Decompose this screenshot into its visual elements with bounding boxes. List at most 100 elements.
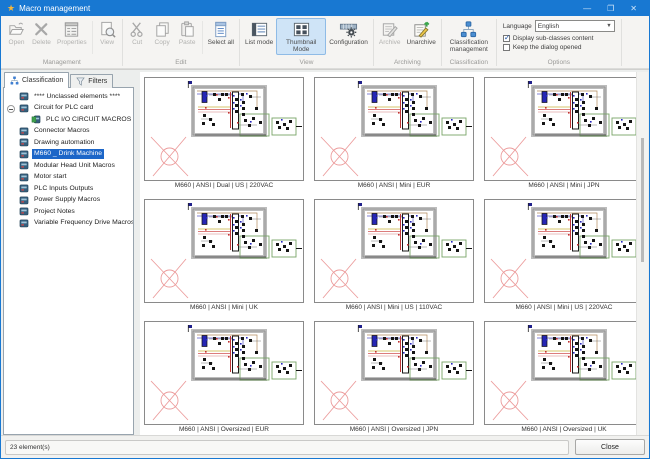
- macro-thumbnail[interactable]: M660 | ANSI | Dual | US | 220VAC: [144, 77, 304, 190]
- ribbon-button-thumbnail-mode[interactable]: Thumbnail Mode: [276, 18, 327, 55]
- tree-item-modular-head-unit-macros[interactable]: Modular Head Unit Macros: [4, 160, 133, 172]
- tree-item-project-notes[interactable]: Project Notes: [4, 206, 133, 218]
- minimize-button[interactable]: —: [583, 3, 592, 13]
- macro-thumbnail[interactable]: M660 | ANSI | Oversized | EUR: [144, 321, 304, 434]
- thumbnail-panel: M660 | ANSI | Dual | US | 220VAC: [140, 72, 648, 435]
- tree-item-drawing-automation[interactable]: Drawing automation: [4, 137, 133, 149]
- tree-item-plc-inputs-outputs[interactable]: PLC Inputs Outputs: [4, 183, 133, 195]
- ribbon-button-classification-management[interactable]: Classification management: [444, 18, 494, 55]
- macro-thumbnail[interactable]: M660 | ANSI | Mini | EUR: [314, 77, 474, 190]
- schematic-circuit: [187, 325, 302, 381]
- close-button[interactable]: Close: [575, 439, 645, 455]
- macro-thumbnail[interactable]: M660 | ANSI | Oversized | UK: [484, 321, 644, 434]
- tree-item-connector-macros[interactable]: Connector Macros: [4, 126, 133, 138]
- macro-thumbnail[interactable]: M660 | ANSI | Mini | US | 110VAC: [314, 199, 474, 312]
- ribbon-button-archive[interactable]: Archive: [376, 18, 404, 47]
- tree-item-label: Connector Macros: [34, 127, 90, 135]
- paste-icon: [178, 20, 197, 39]
- macro-thumbnail[interactable]: M660 | ANSI | Mini | US | 220VAC: [484, 199, 644, 312]
- tree-item-variable-frequency-drive-macros[interactable]: Variable Frequency Drive Macros: [4, 218, 133, 230]
- ribbon-button-label: Classification management: [449, 39, 488, 54]
- ribbon-button-select-all[interactable]: Select all: [205, 18, 237, 47]
- ribbon-button-properties[interactable]: Properties: [54, 18, 90, 47]
- schematic-circuit: [527, 81, 642, 137]
- tab-label: Filters: [88, 78, 108, 85]
- macro-schematic-drawing: [320, 81, 472, 177]
- macro-schematic-drawing: [150, 203, 302, 299]
- macro-thumbnail[interactable]: M660 | ANSI | Mini | JPN: [484, 77, 644, 190]
- main-area: Classification Filters **** Unclassed ele…: [1, 69, 649, 435]
- ribbon-group-label: Management: [42, 58, 81, 66]
- macro-schematic-drawing: [150, 325, 302, 421]
- macro-thumbnail[interactable]: M660 | ANSI | Oversized | JPN: [314, 321, 474, 434]
- macro-class-icon: [19, 196, 29, 205]
- ribbon-button-paste[interactable]: Paste: [175, 18, 200, 47]
- macro-class-icon: [19, 92, 29, 101]
- group-separator: [239, 19, 240, 66]
- checkbox-row-display-sub-classes-content[interactable]: Display sub-classes content: [502, 33, 615, 42]
- tree-item-unclassed-elements[interactable]: **** Unclassed elements ****: [4, 91, 133, 103]
- tree-item-circuit-for-plc-card[interactable]: Circuit for PLC card: [4, 103, 133, 115]
- ribbon-group-edit: Cut Copy Paste Select all Edit: [124, 17, 238, 68]
- ribbon-button-delete[interactable]: Delete: [29, 18, 54, 47]
- checkbox-checked[interactable]: [502, 33, 511, 42]
- title-bar: ★ Macro management — ❐ ✕: [1, 1, 649, 16]
- tree-item-label: Drawing automation: [34, 138, 95, 146]
- ribbon-button-view[interactable]: View: [95, 18, 120, 47]
- tree-item-motor-start[interactable]: Motor start: [4, 172, 133, 184]
- view-icon: [98, 20, 117, 39]
- tree-collapse-icon[interactable]: [7, 105, 15, 113]
- macro-schematic-drawing: [490, 81, 642, 177]
- ribbon-button-label: Copy: [154, 39, 170, 46]
- ribbon-group-options: Language English ▼ Display sub-classes cont…: [498, 17, 620, 68]
- red-cross-marker: [320, 136, 359, 177]
- thumbnail-grid: M660 | ANSI | Dual | US | 220VAC: [140, 72, 648, 435]
- macro-thumbnail-label: M660 | ANSI | Mini | JPN: [528, 182, 600, 189]
- ribbon-group-label: View: [299, 58, 314, 66]
- scrollbar-thumb[interactable]: [641, 138, 644, 262]
- ribbon-button-label: Configuration: [329, 39, 368, 46]
- ribbon-button-open[interactable]: Open: [4, 18, 29, 47]
- close-window-button[interactable]: ✕: [630, 3, 637, 13]
- ribbon-toolbar: Open Delete Properties View Management Cut Cop…: [1, 16, 649, 69]
- tree-item-m660-drink-machine[interactable]: M660 _ Drink Machine: [4, 149, 133, 161]
- tree-item-power-supply-macros[interactable]: Power Supply Macros: [4, 195, 133, 207]
- tab-filters[interactable]: Filters: [70, 74, 114, 88]
- red-cross-marker: [320, 258, 359, 299]
- macro-class-icon: [31, 115, 41, 124]
- ribbon-group-label: Edit: [175, 58, 187, 66]
- group-separator: [495, 19, 497, 66]
- ribbon-group-archiving: Archive Unarchive Archiving: [375, 17, 440, 68]
- macro-thumbnail-preview: [144, 199, 304, 303]
- ribbon-button-label: Archive: [378, 39, 401, 46]
- group-separator: [372, 19, 374, 66]
- tab-classification[interactable]: Classification: [4, 72, 70, 88]
- ribbon-button-unarchive[interactable]: Unarchive: [404, 18, 439, 47]
- red-cross-marker: [490, 258, 529, 299]
- tab-label: Classification: [22, 77, 64, 84]
- macro-thumbnail-label: M660 | ANSI | Dual | US | 220VAC: [174, 182, 274, 189]
- element-count: 23 element(s): [10, 443, 50, 451]
- ribbon-button-label: Cut: [132, 39, 143, 46]
- ribbon-button-label: Thumbnail Mode: [286, 39, 317, 54]
- ribbon-button-configuration[interactable]: Configuration: [326, 18, 371, 47]
- schematic-circuit: [357, 203, 472, 259]
- macro-schematic-drawing: [490, 325, 642, 421]
- ribbon-button-copy[interactable]: Copy: [150, 18, 175, 47]
- macro-thumbnail[interactable]: M660 | ANSI | Mini | UK: [144, 199, 304, 312]
- checkbox-row-keep-the-dialog-opened[interactable]: Keep the dialog opened: [502, 44, 615, 51]
- macro-thumbnail-preview: [144, 321, 304, 425]
- tree-item-plc-i-o-circuit-macros[interactable]: PLC I/O CIRCUIT MACROS: [4, 114, 133, 126]
- classification-icon: [459, 20, 478, 39]
- maximize-button[interactable]: ❐: [607, 3, 615, 13]
- tree-item-label: Circuit for PLC card: [34, 104, 94, 112]
- language-select[interactable]: English ▼: [534, 20, 615, 32]
- ribbon-button-list-mode[interactable]: List mode: [242, 18, 276, 47]
- tree-item-label: PLC I/O CIRCUIT MACROS: [46, 115, 132, 123]
- configuration-icon: [339, 20, 358, 39]
- classification-tab-icon: [10, 76, 19, 85]
- ribbon-button-cut[interactable]: Cut: [125, 18, 150, 47]
- checkbox-unchecked[interactable]: [502, 44, 510, 51]
- red-cross-marker: [320, 380, 359, 421]
- vertical-scrollbar[interactable]: [636, 72, 648, 435]
